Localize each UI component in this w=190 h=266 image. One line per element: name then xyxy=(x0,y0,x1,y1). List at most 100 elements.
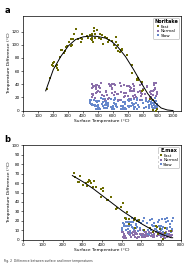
Point xyxy=(132,96,135,100)
Point xyxy=(159,224,162,228)
Point xyxy=(142,235,145,239)
Point xyxy=(90,81,93,86)
Point xyxy=(134,231,137,235)
Point xyxy=(152,98,155,102)
Point xyxy=(123,222,126,226)
Point xyxy=(140,232,143,236)
Point xyxy=(166,233,169,238)
Point xyxy=(104,98,107,102)
Point xyxy=(98,84,101,88)
Point xyxy=(127,224,130,228)
Point xyxy=(99,86,102,90)
Point xyxy=(100,33,103,37)
Point xyxy=(126,220,129,224)
Point xyxy=(93,98,96,102)
Point xyxy=(108,82,111,86)
Point xyxy=(163,235,166,239)
Point xyxy=(151,232,154,237)
Point xyxy=(95,100,98,104)
Point xyxy=(147,106,150,110)
Point xyxy=(160,227,163,231)
Point xyxy=(152,232,155,237)
Point xyxy=(129,104,132,109)
Point xyxy=(147,230,150,234)
Point xyxy=(142,229,146,234)
Point xyxy=(127,222,131,226)
Point xyxy=(146,232,149,236)
Point xyxy=(92,179,95,184)
Point xyxy=(158,218,161,222)
Point xyxy=(159,231,162,235)
Point xyxy=(116,49,120,53)
Point xyxy=(106,101,109,106)
Point xyxy=(163,234,166,238)
Point xyxy=(107,96,110,101)
Point xyxy=(149,230,152,235)
Point xyxy=(142,87,145,91)
Point xyxy=(171,229,174,233)
Point xyxy=(117,97,120,102)
Point xyxy=(76,37,79,41)
Point xyxy=(128,232,131,237)
Point xyxy=(90,102,93,106)
Point xyxy=(154,106,157,110)
Point xyxy=(128,105,131,109)
Legend: Fast, Normal, Slow: Fast, Normal, Slow xyxy=(158,147,179,168)
Point xyxy=(96,100,99,105)
Point xyxy=(111,106,114,111)
Point xyxy=(162,237,165,242)
Point xyxy=(154,95,157,100)
Point xyxy=(103,103,106,107)
Point xyxy=(133,89,136,94)
Point xyxy=(151,101,154,105)
Point xyxy=(126,104,129,108)
Point xyxy=(148,232,151,237)
Point xyxy=(95,28,98,32)
Point xyxy=(154,86,157,90)
Point xyxy=(147,234,150,238)
Point xyxy=(127,230,130,235)
Point xyxy=(110,86,113,90)
Point xyxy=(151,101,154,105)
Point xyxy=(166,235,169,239)
Point xyxy=(104,103,107,107)
Point xyxy=(94,104,97,109)
Point xyxy=(159,233,162,237)
Point xyxy=(149,100,152,104)
Point xyxy=(52,61,55,65)
Point xyxy=(142,232,145,236)
Point xyxy=(130,100,133,105)
Point xyxy=(161,233,164,237)
Point xyxy=(154,105,158,110)
Point xyxy=(153,104,156,108)
Point xyxy=(121,228,124,232)
Point xyxy=(167,234,170,238)
Point xyxy=(150,217,154,221)
Point xyxy=(120,46,124,51)
Point xyxy=(92,40,95,44)
Point xyxy=(154,81,157,86)
Point xyxy=(168,228,171,233)
Point xyxy=(105,101,108,105)
Point xyxy=(129,97,132,102)
Point xyxy=(170,229,173,234)
X-axis label: Surface Temperature (°C): Surface Temperature (°C) xyxy=(74,248,130,252)
Point xyxy=(102,100,105,104)
Point xyxy=(71,43,74,48)
Point xyxy=(162,234,165,239)
Point xyxy=(133,225,136,230)
Point xyxy=(91,92,94,96)
Point xyxy=(149,95,152,99)
Point xyxy=(59,55,62,59)
Point xyxy=(51,63,54,68)
Point xyxy=(81,32,84,36)
Point xyxy=(97,103,100,107)
Point xyxy=(131,220,134,225)
Point xyxy=(122,230,125,234)
Point xyxy=(113,102,116,106)
Point xyxy=(116,99,119,103)
Point xyxy=(140,234,143,238)
Point xyxy=(118,98,121,102)
Point xyxy=(98,84,101,88)
Point xyxy=(152,221,155,226)
